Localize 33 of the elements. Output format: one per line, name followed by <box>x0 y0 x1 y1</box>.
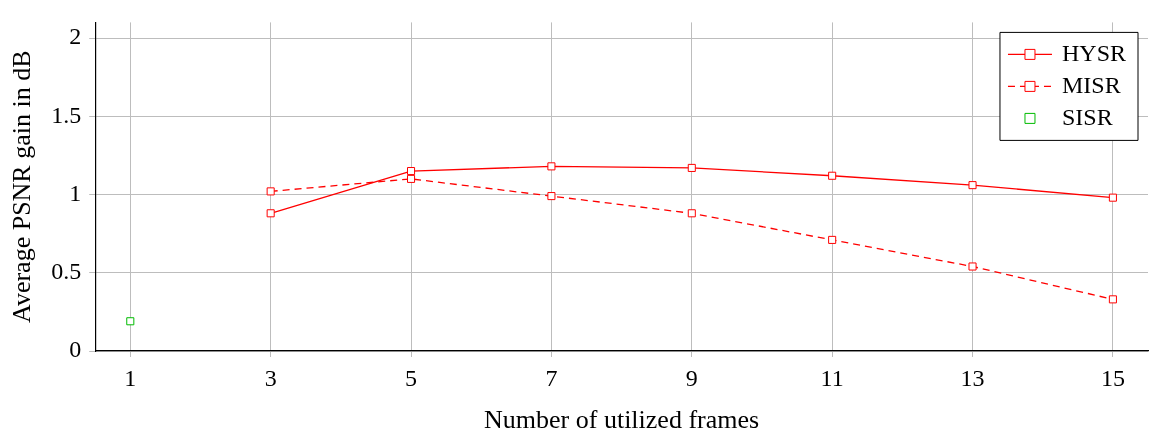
y-tick-label: 0.5 <box>51 258 82 285</box>
point <box>266 187 275 196</box>
point <box>407 174 416 183</box>
x-tick-label: 5 <box>405 364 418 391</box>
x-tick-label: 3 <box>264 364 277 391</box>
y-axis-title: Average PSNR gain in dB <box>7 50 37 323</box>
point <box>547 192 556 201</box>
y-tick-label: 2 <box>69 23 82 50</box>
point <box>687 209 696 218</box>
point <box>968 262 977 271</box>
point <box>126 317 135 326</box>
x-tick-label: 13 <box>960 364 985 391</box>
point <box>1108 193 1117 202</box>
y-tick-label: 0 <box>69 336 82 363</box>
point <box>547 162 556 171</box>
point <box>1108 295 1117 304</box>
point <box>828 235 837 244</box>
y-tick-label: 1.5 <box>51 101 82 128</box>
x-tick-label: 15 <box>1100 364 1125 391</box>
point <box>266 209 275 218</box>
legend-label: HYSR <box>1061 39 1127 66</box>
x-tick-label: 9 <box>685 364 698 391</box>
point <box>687 163 696 172</box>
x-axis-title: Number of utilized frames <box>484 405 760 435</box>
point <box>968 181 977 190</box>
legend-label: SISR <box>1061 103 1113 130</box>
x-tick-label: 7 <box>545 364 558 391</box>
legend-label: MISR <box>1061 71 1121 98</box>
point <box>407 167 416 176</box>
x-tick-label: 1 <box>124 364 137 391</box>
y-tick-label: 1 <box>69 179 82 206</box>
x-tick-label: 11 <box>820 364 844 391</box>
point <box>828 171 837 180</box>
